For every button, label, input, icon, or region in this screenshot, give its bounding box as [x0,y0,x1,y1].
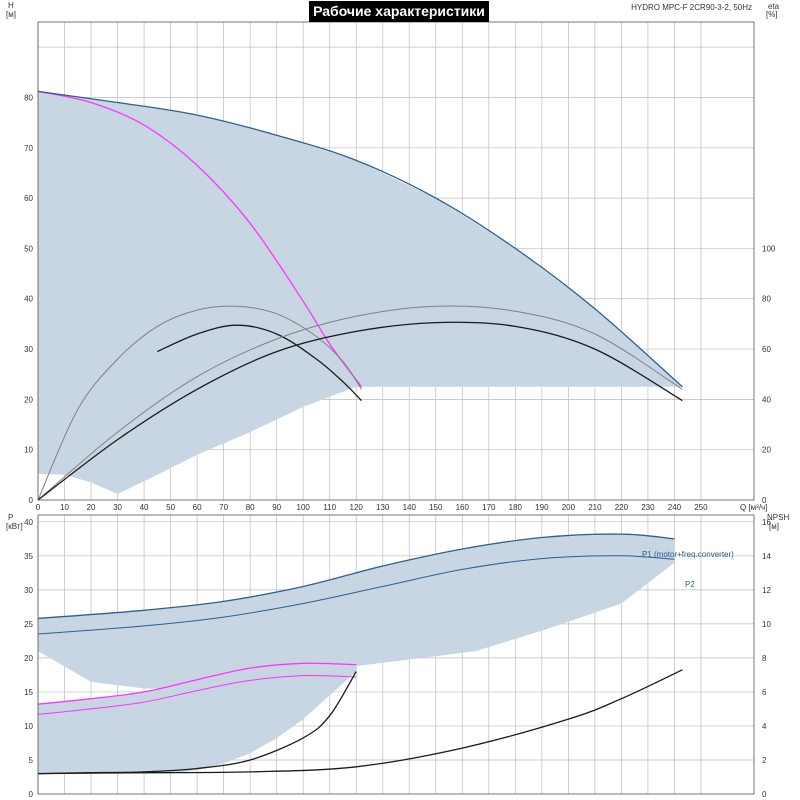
y-left-tick-label: 30 [24,586,33,595]
y-left-tick-label: 20 [24,654,33,663]
title-background [309,1,489,22]
x-tick-label: 110 [323,503,336,512]
y-right-tick-label: 14 [762,552,771,561]
x-tick-label: 190 [535,503,549,512]
x-tick-label: 30 [113,503,122,512]
x-tick-label: 150 [429,503,443,512]
series-label-p1: P1 (motor+freq.converter) [642,550,734,559]
x-tick-label: 210 [588,503,602,512]
y-left-tick-label: 35 [24,552,33,561]
x-tick-label: 120 [350,503,364,512]
y-left-tick-label: 0 [29,496,34,505]
series-NPSH_two [37,669,683,775]
x-tick-label: 60 [193,503,202,512]
x-tick-label: 10 [60,503,69,512]
x-tick-label: 230 [641,503,655,512]
y-left-tick-label: 5 [29,756,34,765]
series-eta_two_gray [37,305,683,501]
series-P1_two [37,533,675,620]
x-tick-label: 20 [87,503,96,512]
y-right-tick-label: 16 [762,518,771,527]
series-P1_one [37,662,357,705]
x-tick-label: 170 [482,503,496,512]
y-left-axis-unit: [кВт] [6,522,23,531]
power-envelope-two-pumps [38,534,675,689]
power-envelope-one-pump [38,663,357,774]
series-P2_two [37,555,675,635]
y-left-tick-label: 20 [24,395,33,404]
x-tick-label: 250 [694,503,708,512]
x-tick-label: 160 [456,503,470,512]
x-tick-label: 130 [376,503,390,512]
y-right-tick-label: 80 [762,295,771,304]
y-left-tick-label: 15 [24,688,33,697]
y-right-tick-label: 10 [762,620,771,629]
y-right-tick-label: 2 [762,756,767,765]
y-right-axis-unit: [%] [766,10,778,19]
y-right-tick-label: 6 [762,688,767,697]
y-right-tick-label: 60 [762,345,771,354]
y-left-tick-label: 10 [24,446,33,455]
y-left-axis-label: H [8,1,14,10]
series-H_two_pumps [37,90,683,388]
y-right-tick-label: 8 [762,654,767,663]
y-left-tick-label: 10 [24,722,33,731]
x-tick-label: 0 [36,503,41,512]
y-left-tick-label: 30 [24,345,33,354]
y-right-tick-label: 0 [762,496,767,505]
y-right-axis-unit: [м] [769,522,779,531]
y-right-axis-label: NPSH [767,513,789,522]
y-left-tick-label: 25 [24,620,33,629]
y-right-tick-label: 40 [762,395,771,404]
plot-frame [37,514,755,795]
operating-envelope [38,91,683,495]
x-axis-label: Q [м³/ч] [740,503,767,512]
y-left-axis-label: P [8,513,13,522]
x-tick-label: 90 [272,503,281,512]
bottom-plot: 0 5 10 15 20 25 30 35 40 0 2 4 6 8 10 12 14 16 P[кВт] NPSH[… [6,513,789,799]
x-tick-label: 100 [297,503,311,512]
x-tick-label: 50 [166,503,175,512]
series-P2_one [37,674,357,715]
series-label-p2: P2 [685,580,695,589]
y-right-axis-label: eta [768,2,780,11]
y-right-tick-label: 100 [762,244,776,253]
y-left-tick-label: 0 [29,790,34,799]
y-left-tick-label: 40 [24,518,33,527]
x-tick-label: 80 [246,503,255,512]
x-tick-label: 40 [140,503,149,512]
y-left-tick-label: 60 [24,194,33,203]
x-tick-label: 220 [615,503,629,512]
y-right-tick-label: 20 [762,446,771,455]
model-label: HYDRO MPC-F 2CR90-3-2, 50Hz [631,3,752,12]
chart-title: Рабочие характеристики [313,3,485,19]
series-eta_one_gray [37,305,362,501]
y-right-tick-label: 0 [762,790,767,799]
x-tick-label: 140 [403,503,417,512]
top-plot: 0 10 20 30 40 50 60 70 80 90 100 110 120 130 140 150 160… [6,1,780,512]
y-left-tick-label: 80 [24,93,33,102]
x-tick-label: 200 [562,503,576,512]
y-left-tick-label: 40 [24,295,33,304]
y-right-tick-label: 12 [762,586,771,595]
series-eta_one_black [157,324,362,402]
x-tick-label: 240 [668,503,682,512]
x-tick-label: 70 [219,503,228,512]
series-eta_two_black [37,321,683,501]
y-left-tick-label: 50 [24,244,33,253]
y-left-axis-unit: [м] [6,10,16,19]
y-right-tick-label: 4 [762,722,767,731]
y-left-tick-label: 70 [24,144,33,153]
x-tick-label: 180 [509,503,523,512]
